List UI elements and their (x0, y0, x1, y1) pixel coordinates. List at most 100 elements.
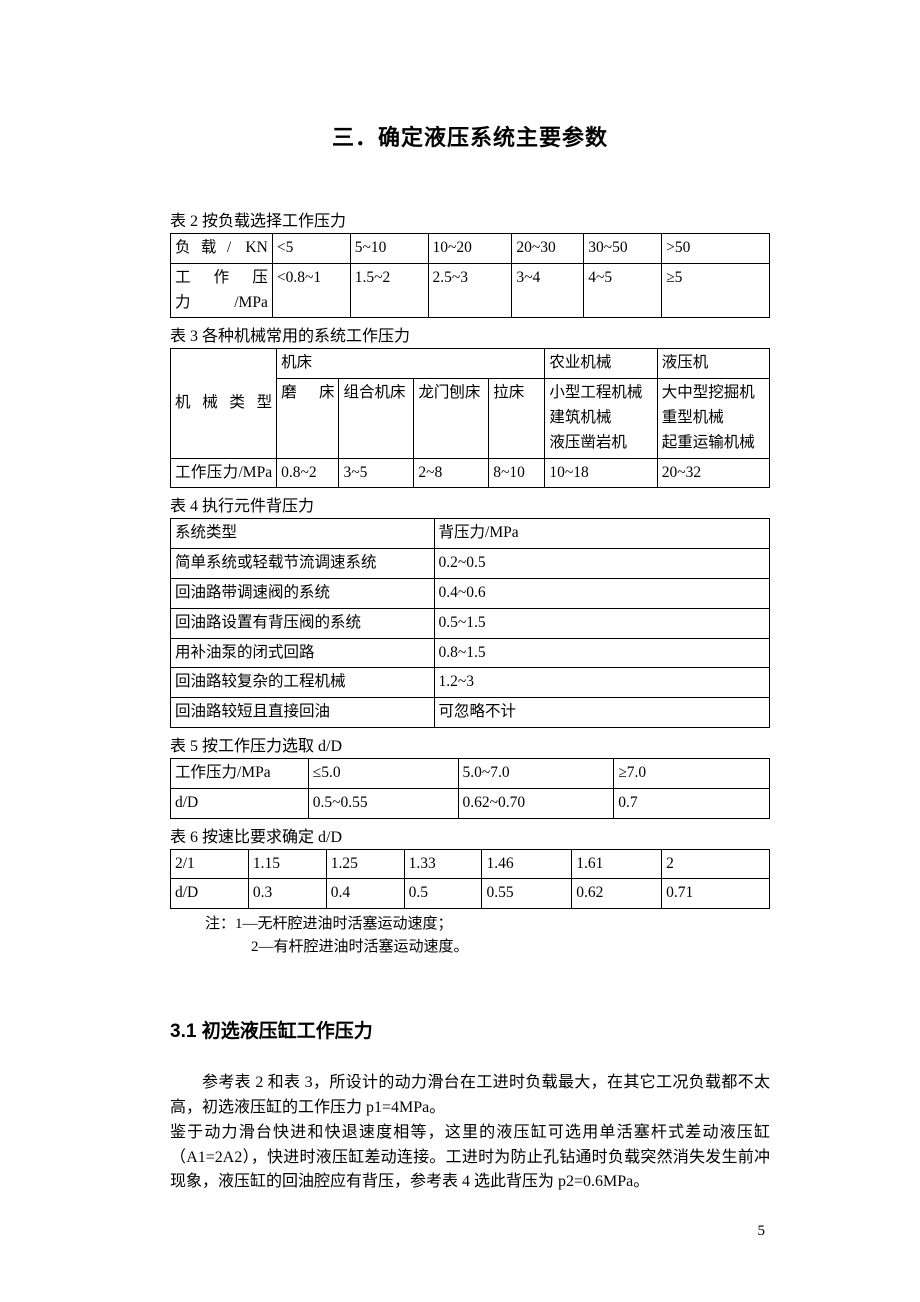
table-cell: ≥5 (662, 263, 770, 318)
table-row: 简单系统或轻载节流调速系统 0.2~0.5 (171, 549, 770, 579)
table-cell: 简单系统或轻载节流调速系统 (171, 549, 435, 579)
table-cell: <5 (272, 234, 350, 264)
table-cell: 3~5 (339, 458, 414, 488)
table-row: d/D 0.5~0.55 0.62~0.70 0.7 (171, 788, 770, 818)
table-cell: 农业机械 (545, 349, 657, 379)
table-cell: 系统类型 (171, 519, 435, 549)
table-cell: 负载/ KN (171, 234, 273, 264)
table-row: 工作压力/MPa <0.8~1 1.5~2 2.5~3 3~4 4~5 ≥5 (171, 263, 770, 318)
table-cell: 1.2~3 (434, 668, 769, 698)
section-heading-3-1: 3.1 初选液压缸工作压力 (170, 1016, 770, 1043)
table-cell: 0.5~1.5 (434, 608, 769, 638)
note-line2: 2—有杆腔进油时活塞运动速度。 (251, 936, 770, 959)
table-cell: 0.5~0.55 (308, 788, 458, 818)
table-cell: 8~10 (489, 458, 545, 488)
table-cell: 回油路带调速阀的系统 (171, 578, 435, 608)
table-cell: >50 (662, 234, 770, 264)
table2-caption: 表 2 按负载选择工作压力 (170, 207, 770, 231)
table-cell: 组合机床 (339, 379, 414, 458)
table-cell: 1.25 (326, 849, 404, 879)
table-cell: 工作压力/MPa (171, 263, 273, 318)
table-row: 工作压力/MPa ≤5.0 5.0~7.0 ≥7.0 (171, 758, 770, 788)
table-cell: 机械类型 (171, 349, 277, 458)
table-cell: 0.8~1.5 (434, 638, 769, 668)
table-row: 用补油泵的闭式回路 0.8~1.5 (171, 638, 770, 668)
table-cell: 2/1 (171, 849, 249, 879)
table4: 系统类型 背压力/MPa 简单系统或轻载节流调速系统 0.2~0.5 回油路带调… (170, 518, 770, 728)
table-cell: 龙门刨床 (414, 379, 489, 458)
table-row: d/D 0.3 0.4 0.5 0.55 0.62 0.71 (171, 879, 770, 909)
table-cell: 20~30 (512, 234, 584, 264)
table-cell: 0.8~2 (277, 458, 339, 488)
table-cell: 小型工程机械建筑机械液压凿岩机 (545, 379, 657, 458)
table-cell: 用补油泵的闭式回路 (171, 638, 435, 668)
table5: 工作压力/MPa ≤5.0 5.0~7.0 ≥7.0 d/D 0.5~0.55 … (170, 758, 770, 819)
table-row: 回油路较短且直接回油 可忽略不计 (171, 698, 770, 728)
table-cell: 1.15 (248, 849, 326, 879)
table-cell: 0.62 (572, 879, 662, 909)
table3-caption: 表 3 各种机械常用的系统工作压力 (170, 322, 770, 346)
table-cell: 磨床 (277, 379, 339, 458)
table-row: 回油路设置有背压阀的系统 0.5~1.5 (171, 608, 770, 638)
table-cell: 0.55 (482, 879, 572, 909)
table-cell: 回油路较短且直接回油 (171, 698, 435, 728)
table6: 2/1 1.15 1.25 1.33 1.46 1.61 2 d/D 0.3 0… (170, 849, 770, 910)
table-cell: d/D (171, 879, 249, 909)
table-cell: 0.5 (404, 879, 482, 909)
table-cell: 5~10 (350, 234, 428, 264)
table6-notes: 注：1—无杆腔进油时活塞运动速度； 2—有杆腔进油时活塞运动速度。 (205, 913, 770, 958)
table-cell: 2~8 (414, 458, 489, 488)
table2: 负载/ KN <5 5~10 10~20 20~30 30~50 >50 工作压… (170, 233, 770, 318)
table-cell: 机床 (277, 349, 545, 379)
table-cell: 工作压力/MPa (171, 458, 277, 488)
table-cell: <0.8~1 (272, 263, 350, 318)
table-cell: 拉床 (489, 379, 545, 458)
table-cell: 1.46 (482, 849, 572, 879)
table4-caption: 表 4 执行元件背压力 (170, 492, 770, 516)
table-row: 系统类型 背压力/MPa (171, 519, 770, 549)
section-paragraph-2: 鉴于动力滑台快进和快退速度相等，这里的液压缸可选用单活塞杆式差动液压缸（A1=2… (170, 1121, 770, 1195)
table-cell: 1.61 (572, 849, 662, 879)
table-row: 回油路带调速阀的系统 0.4~0.6 (171, 578, 770, 608)
note-line1: 注：1—无杆腔进油时活塞运动速度； (205, 913, 770, 936)
table-cell: 2 (662, 849, 770, 879)
table5-caption: 表 5 按工作压力选取 d/D (170, 732, 770, 756)
table-row: 负载/ KN <5 5~10 10~20 20~30 30~50 >50 (171, 234, 770, 264)
page-title: 三．确定液压系统主要参数 (170, 120, 770, 152)
table-cell: d/D (171, 788, 309, 818)
table-cell: 5.0~7.0 (458, 758, 614, 788)
table-cell: 10~20 (428, 234, 512, 264)
table-cell: 1.33 (404, 849, 482, 879)
table-cell: 2.5~3 (428, 263, 512, 318)
table-row: 2/1 1.15 1.25 1.33 1.46 1.61 2 (171, 849, 770, 879)
table-cell: 液压机 (657, 349, 769, 379)
table-cell: 工作压力/MPa (171, 758, 309, 788)
table-cell: 0.71 (662, 879, 770, 909)
table-cell: 10~18 (545, 458, 657, 488)
page-number: 5 (758, 1223, 766, 1240)
table-cell: 回油路设置有背压阀的系统 (171, 608, 435, 638)
table-cell: 背压力/MPa (434, 519, 769, 549)
table-cell: 1.5~2 (350, 263, 428, 318)
table-cell: 0.4 (326, 879, 404, 909)
section-paragraph-1: 参考表 2 和表 3，所设计的动力滑台在工进时负载最大，在其它工况负载都不太高，… (170, 1071, 770, 1121)
table-cell: 20~32 (657, 458, 769, 488)
table-row: 工作压力/MPa 0.8~2 3~5 2~8 8~10 10~18 20~32 (171, 458, 770, 488)
table-row: 机械类型 机床 农业机械 液压机 (171, 349, 770, 379)
table-cell: 4~5 (584, 263, 662, 318)
table-cell: 0.7 (614, 788, 770, 818)
table-cell: 大中型挖掘机重型机械起重运输机械 (657, 379, 769, 458)
table-cell: ≤5.0 (308, 758, 458, 788)
table6-caption: 表 6 按速比要求确定 d/D (170, 823, 770, 847)
table-cell: ≥7.0 (614, 758, 770, 788)
table-cell: 0.3 (248, 879, 326, 909)
table-cell: 0.62~0.70 (458, 788, 614, 818)
table-cell: 3~4 (512, 263, 584, 318)
table-cell: 0.4~0.6 (434, 578, 769, 608)
table-cell: 回油路较复杂的工程机械 (171, 668, 435, 698)
table-cell: 30~50 (584, 234, 662, 264)
table-cell: 0.2~0.5 (434, 549, 769, 579)
table3: 机械类型 机床 农业机械 液压机 磨床 组合机床 龙门刨床 拉床 小型工程机械建… (170, 348, 770, 488)
table-row: 回油路较复杂的工程机械 1.2~3 (171, 668, 770, 698)
table-cell: 可忽略不计 (434, 698, 769, 728)
